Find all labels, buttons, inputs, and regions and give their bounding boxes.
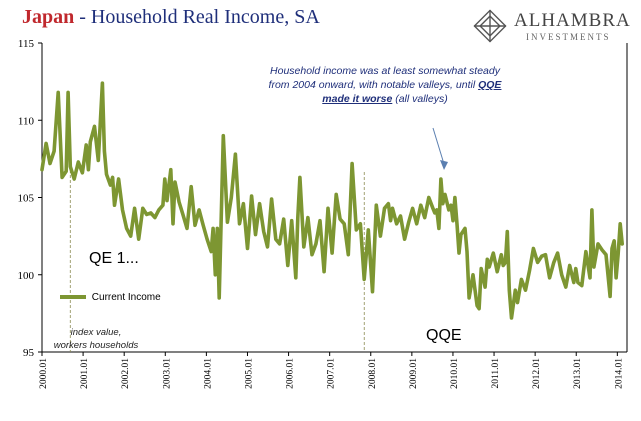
x-tick-label: 2003.01 [162, 358, 172, 389]
legend-label: Current Income [91, 292, 161, 303]
x-tick-label: 2008.01 [368, 358, 378, 389]
axis-note-line-1: index value, [70, 327, 122, 338]
y-tick-label: 110 [18, 115, 35, 127]
marker-label-qe1: QE 1... [89, 250, 139, 267]
legend-swatch [60, 295, 86, 300]
chart-title-text: Household Real Income, SA [90, 6, 320, 28]
marker-label-qqe: QQE [426, 327, 462, 344]
x-tick-label: 2012.01 [532, 358, 542, 389]
x-tick-label: 2014.01 [614, 358, 624, 389]
axis-note-line-2: workers households [53, 340, 139, 351]
y-tick-label: 100 [18, 270, 35, 282]
logo-name: ALHAMBRA [514, 10, 631, 31]
x-tick-label: 2007.01 [327, 358, 337, 389]
x-tick-label: 2001.01 [80, 358, 90, 389]
x-tick-label: 2002.01 [121, 358, 131, 389]
x-tick-label: 2013.01 [573, 358, 583, 389]
x-tick-label: 2006.01 [286, 358, 296, 389]
annotation-arrow-head [440, 160, 448, 170]
chart-title: Japan - Household Real Income, SA [22, 6, 320, 29]
annotation-suffix: (all valleys) [395, 93, 448, 105]
annotation-prefix: Household income was at least somewhat s… [268, 65, 500, 91]
annotation-emphasis: QQE made it worse [322, 79, 502, 105]
y-tick-label: 105 [18, 193, 35, 205]
x-tick-label: 2000.01 [39, 358, 49, 389]
annotation-arrow-line [432, 127, 445, 165]
chart-title-country: Japan [22, 6, 75, 28]
x-tick-label: 2009.01 [409, 358, 419, 389]
alhambra-logo: ALHAMBRA INVESTMENTS [470, 6, 635, 48]
logo-subtitle: INVESTMENTS [526, 32, 611, 42]
legend: Current Income [60, 292, 161, 303]
axis-note: index value, workers households [46, 326, 146, 352]
chart-title-separator: - [79, 6, 86, 28]
x-tick-label: 2004.01 [203, 358, 213, 389]
logo-emblem-icon [473, 9, 507, 43]
annotation-text: Household income was at least somewhat s… [262, 64, 508, 106]
x-tick-label: 2010.01 [450, 358, 460, 389]
series-line-current-income [40, 81, 624, 320]
x-tick-label: 2005.01 [244, 358, 254, 389]
y-tick-label: 115 [18, 38, 35, 50]
x-tick-label: 2011.01 [491, 358, 501, 389]
y-tick-label: 95 [23, 347, 35, 359]
